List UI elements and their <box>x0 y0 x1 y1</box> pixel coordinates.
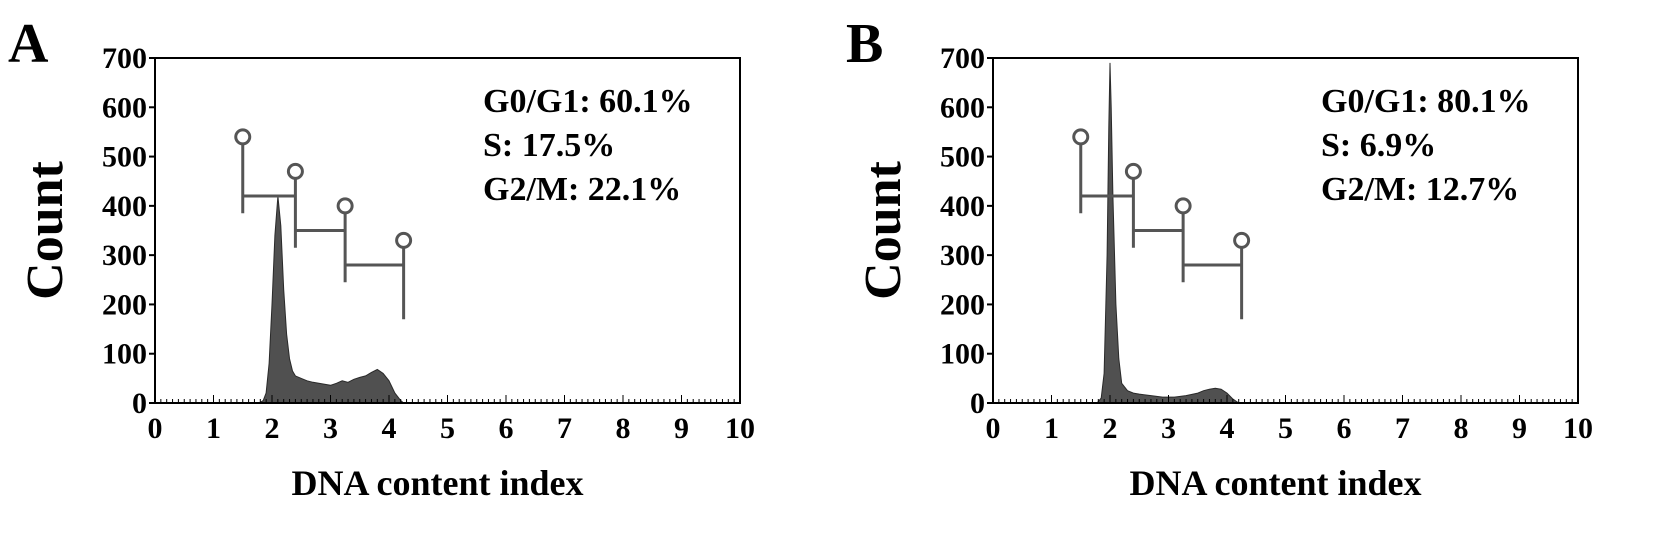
histogram-panel-a: A 0 1 2 3 4 5 6 7 8 9 10 0 100 200 300 400 500 600 700 DNA c… <box>0 0 838 537</box>
histogram-panel-b: B 0 1 2 3 4 5 6 7 8 9 10 0 100 200 300 400 500 600 700 DNA c… <box>838 0 1676 537</box>
x-tick-label: 9 <box>1512 412 1527 445</box>
y-tick-label: 700 <box>940 42 985 75</box>
x-tick-label: 10 <box>1563 412 1593 445</box>
y-tick-label: 500 <box>940 141 985 174</box>
y-tick-label: 600 <box>940 91 985 124</box>
gate-circle <box>1174 197 1192 215</box>
gate-end-circle <box>395 231 413 249</box>
x-tick-label: 3 <box>1161 412 1176 445</box>
x-tick-label: 0 <box>148 412 163 445</box>
x-tick-label: 1 <box>206 412 221 445</box>
phase-annotation: S: 6.9% <box>1321 127 1436 164</box>
x-tick-label: 7 <box>557 412 572 445</box>
y-tick-label: 400 <box>102 190 147 223</box>
x-tick-label: 6 <box>1337 412 1352 445</box>
x-tick-label: 2 <box>265 412 280 445</box>
x-tick-label: 3 <box>323 412 338 445</box>
x-tick-label: 1 <box>1044 412 1059 445</box>
x-tick-label: 5 <box>1278 412 1293 445</box>
y-tick-label: 0 <box>970 387 985 420</box>
phase-annotation: G0/G1: 60.1% <box>483 83 693 120</box>
gate-marker <box>336 197 404 283</box>
y-axis-label: Count <box>855 160 912 299</box>
x-tick-label: 5 <box>440 412 455 445</box>
y-tick-label: 0 <box>132 387 147 420</box>
x-tick-label: 6 <box>499 412 514 445</box>
phase-annotation: S: 17.5% <box>483 127 615 164</box>
panel-label: B <box>846 13 883 75</box>
histogram-area <box>1096 62 1241 404</box>
gate-end-circle <box>1233 231 1251 249</box>
y-tick-label: 100 <box>102 338 147 371</box>
gate-marker <box>286 162 346 248</box>
gate-circle <box>336 197 354 215</box>
x-tick-label: 0 <box>986 412 1001 445</box>
gate-marker <box>1174 197 1242 283</box>
y-tick-label: 300 <box>102 239 147 272</box>
phase-annotation: G2/M: 12.7% <box>1321 171 1519 208</box>
x-tick-label: 8 <box>1454 412 1469 445</box>
x-tick-label: 4 <box>1220 412 1235 445</box>
gate-marker <box>1072 128 1134 214</box>
x-tick-label: 4 <box>382 412 397 445</box>
y-tick-label: 400 <box>940 190 985 223</box>
gate-circle <box>1124 162 1142 180</box>
gate-marker <box>1124 162 1184 248</box>
x-tick-label: 7 <box>1395 412 1410 445</box>
y-tick-label: 500 <box>102 141 147 174</box>
phase-annotation: G0/G1: 80.1% <box>1321 83 1531 120</box>
x-tick-label: 10 <box>725 412 755 445</box>
y-tick-label: 700 <box>102 42 147 75</box>
x-axis-label: DNA content index <box>1129 463 1421 503</box>
gate-circle <box>1072 128 1090 146</box>
y-tick-label: 300 <box>940 239 985 272</box>
panel-label: A <box>8 13 49 75</box>
y-tick-label: 100 <box>940 338 985 371</box>
gate-circle <box>286 162 304 180</box>
y-axis-label: Count <box>17 160 74 299</box>
phase-annotation: G2/M: 22.1% <box>483 171 681 208</box>
gate-circle <box>234 128 252 146</box>
x-tick-label: 2 <box>1103 412 1118 445</box>
y-tick-label: 200 <box>940 288 985 321</box>
x-tick-label: 8 <box>616 412 631 445</box>
x-axis-label: DNA content index <box>291 463 583 503</box>
histogram-area <box>257 195 405 404</box>
x-tick-label: 9 <box>674 412 689 445</box>
y-tick-label: 600 <box>102 91 147 124</box>
y-tick-label: 200 <box>102 288 147 321</box>
gate-marker <box>234 128 296 214</box>
